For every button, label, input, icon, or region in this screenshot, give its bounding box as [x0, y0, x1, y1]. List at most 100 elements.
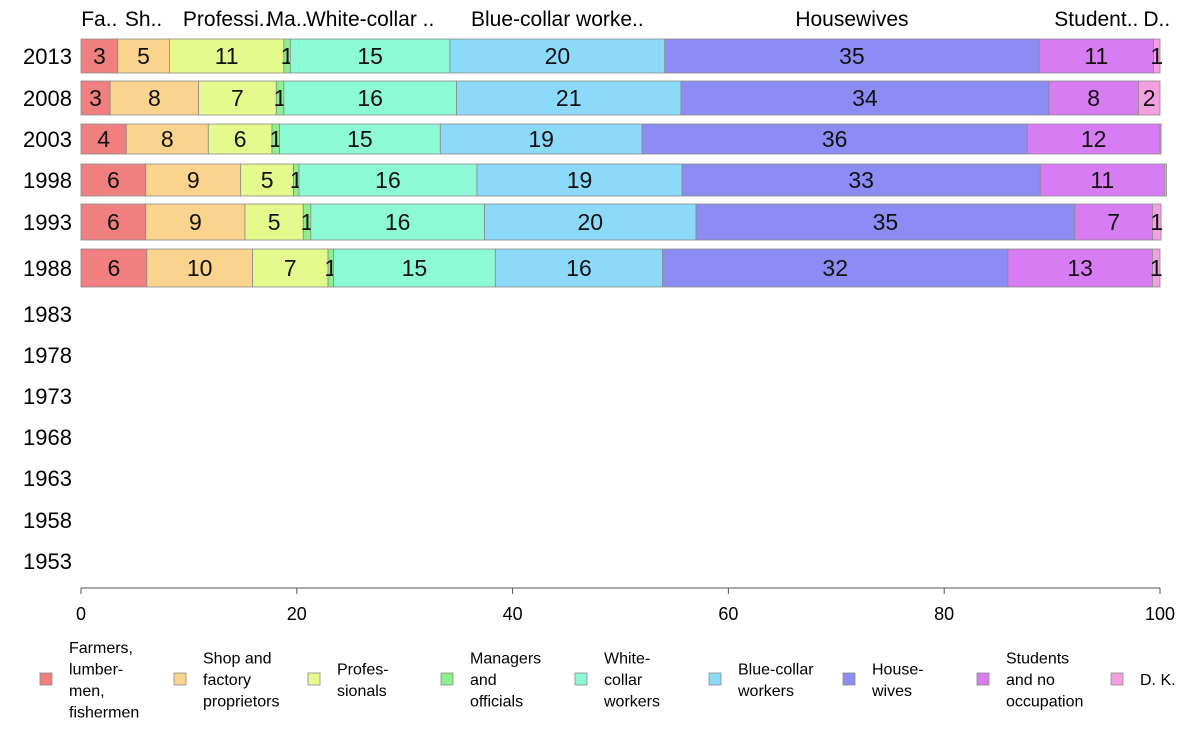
bar-value-label: 3: [89, 85, 102, 111]
bar-segment: [476, 163, 683, 197]
legend-label: officials: [470, 694, 523, 711]
bar-segment: [283, 80, 457, 116]
bar-value-label: 1: [301, 209, 314, 235]
bar-segment: [664, 38, 1040, 74]
legend-swatch: [976, 672, 990, 686]
legend-label: wives: [871, 683, 912, 700]
bar-segment: [169, 38, 285, 74]
bar-value-label: 5: [261, 167, 274, 193]
bar-segment: [310, 203, 485, 241]
bar-segment: [494, 248, 663, 288]
bar-value-label: 2: [1143, 85, 1156, 111]
bar-value-label: 1: [1150, 43, 1163, 69]
legend-label: men,: [69, 683, 105, 700]
legend-label: D. K.: [1140, 672, 1176, 689]
bar-value-label: 11: [1084, 43, 1108, 69]
bar-segment: [1007, 248, 1153, 288]
y-tick-label: 2003: [23, 127, 72, 152]
bar-segment: [117, 38, 170, 74]
top-category-labels: Fa.. Sh.. Professi..Ma..White-collar .. Blu…: [81, 8, 1170, 31]
top-label: Fa..: [81, 8, 117, 31]
bar-value-label: 20: [577, 209, 603, 235]
bar-value-label: 16: [357, 85, 383, 111]
bar-value-label: 35: [839, 43, 865, 69]
bar-segment: [146, 248, 253, 288]
y-tick-label: 1983: [23, 302, 72, 327]
bar-segment: [125, 123, 209, 155]
top-label: Professi..: [183, 8, 271, 31]
bar-segment: [109, 80, 200, 116]
bar-value-label: 4: [97, 126, 110, 152]
bar-segment: [1138, 80, 1161, 116]
bar-value-label: 15: [402, 255, 428, 281]
bar-value-label: 11: [215, 43, 239, 69]
y-axis-labels: 2013 2008 2003 1998 1993 1988 1983 1978 1973 1968…: [23, 44, 72, 574]
legend-swatch: [307, 672, 321, 686]
legend-label: and: [470, 672, 497, 689]
bar-segment: [1153, 38, 1161, 74]
bar-segment: [1038, 38, 1154, 74]
bar-segment: [1152, 203, 1162, 241]
bar-value-label: 7: [284, 255, 297, 281]
legend-label: workers: [737, 683, 794, 700]
x-tick-label: 100: [1145, 604, 1175, 624]
x-tick-label: 80: [934, 604, 954, 624]
x-tick-label: 20: [287, 604, 307, 624]
legend-swatch: [39, 672, 53, 686]
bar-value-label: 12: [1081, 126, 1107, 152]
legend-label: Farmers,: [69, 640, 133, 657]
bar-segment: [298, 163, 478, 197]
y-tick-label: 1993: [23, 210, 72, 235]
bar-segment: [333, 248, 496, 288]
bar-segment: [1152, 248, 1161, 288]
bar-segment: [80, 123, 127, 155]
bar-value-label: 8: [148, 85, 161, 111]
x-axis: 0 20 40 60 80 100: [76, 587, 1175, 624]
bar-segment: [662, 248, 1009, 288]
bar-segment: [680, 80, 1050, 116]
bar-segment: [80, 248, 148, 288]
bar-segment: [1074, 203, 1153, 241]
legend-label: proprietors: [203, 694, 279, 711]
bar-value-label: 13: [1067, 255, 1093, 281]
bar-value-label: 6: [107, 209, 120, 235]
bar-value-label: 36: [822, 126, 848, 152]
bar-value-label: 19: [567, 167, 593, 193]
bar-value-label: 20: [545, 43, 571, 69]
legend-label: factory: [203, 672, 251, 689]
bar-segment: [695, 203, 1076, 241]
bar-value-label: 5: [137, 43, 150, 69]
bar-segment: [240, 163, 294, 197]
legend-label: Blue-collar: [738, 661, 814, 678]
bar-value-label: 34: [852, 85, 878, 111]
bar-value-label: 33: [848, 167, 874, 193]
bar-value-label: 32: [822, 255, 848, 281]
bar-value-label: 6: [234, 126, 247, 152]
x-tick-label: 40: [503, 604, 523, 624]
bars: 3 5 11 1 15 20 35 11 13 8 7 1 16 21 34 8 24 8 6 1 15 19 36 126 9…: [80, 38, 1167, 288]
bar-value-label: 16: [566, 255, 592, 281]
legend: Farmers, lumber-men, fishermen Shop and fact…: [39, 640, 1176, 721]
top-label: White-collar ..: [306, 8, 434, 31]
legend-swatch: [708, 672, 722, 686]
legend-label: House-: [872, 661, 924, 678]
y-tick-label: 1958: [23, 508, 72, 533]
legend-label: collar: [604, 672, 643, 689]
bar-value-label: 9: [189, 209, 202, 235]
bar-value-label: 9: [187, 167, 200, 193]
legend-label: fishermen: [69, 704, 139, 721]
bar-value-label: 6: [107, 167, 120, 193]
legend-label: Profes-: [337, 661, 389, 678]
top-label: Blue-collar worke..: [471, 8, 644, 31]
legend-swatch: [1110, 672, 1124, 686]
bar-value-label: 19: [528, 126, 554, 152]
bar-segment: [80, 163, 147, 197]
legend-swatch: [173, 672, 187, 686]
legend-label: White-: [604, 651, 650, 668]
top-label: Ma..: [267, 8, 308, 31]
top-label: Housewives: [795, 8, 908, 31]
y-tick-label: 1963: [23, 466, 72, 491]
bar-value-label: 1: [1150, 255, 1163, 281]
bar-segment: [244, 203, 304, 241]
bar-value-label: 10: [187, 255, 213, 281]
